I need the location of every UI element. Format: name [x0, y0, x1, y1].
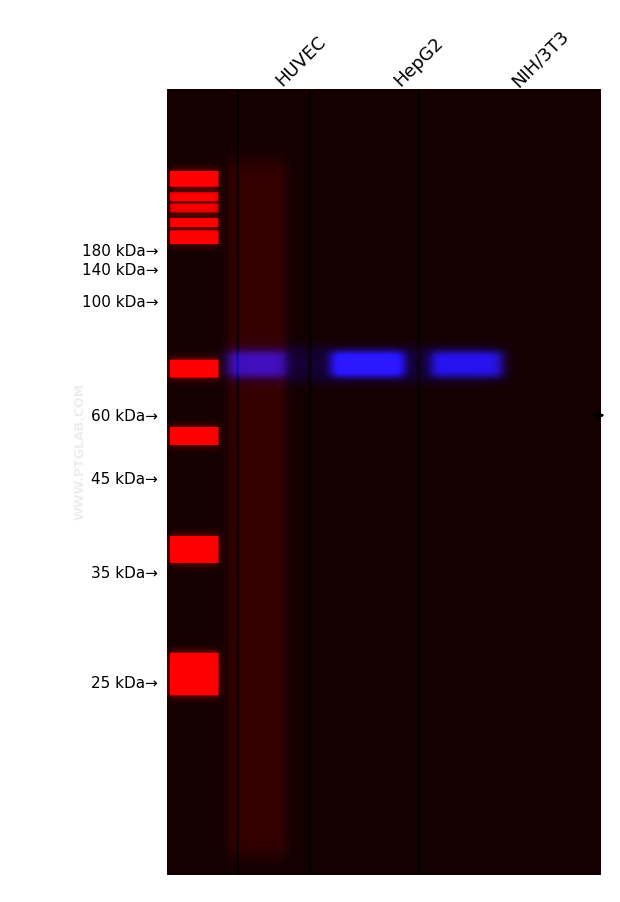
Text: 180 kDa→: 180 kDa→: [82, 244, 158, 259]
Text: NIH/3T3: NIH/3T3: [508, 26, 572, 90]
Text: 45 kDa→: 45 kDa→: [91, 471, 158, 486]
Text: 140 kDa→: 140 kDa→: [82, 263, 158, 278]
Text: 100 kDa→: 100 kDa→: [82, 295, 158, 309]
Text: 25 kDa→: 25 kDa→: [91, 676, 158, 690]
Text: HepG2: HepG2: [391, 34, 447, 90]
Text: 60 kDa→: 60 kDa→: [91, 409, 158, 423]
Text: WWW.PTGLAB.COM: WWW.PTGLAB.COM: [74, 382, 87, 520]
Text: HUVEC: HUVEC: [273, 33, 330, 90]
Text: 35 kDa→: 35 kDa→: [91, 566, 158, 580]
